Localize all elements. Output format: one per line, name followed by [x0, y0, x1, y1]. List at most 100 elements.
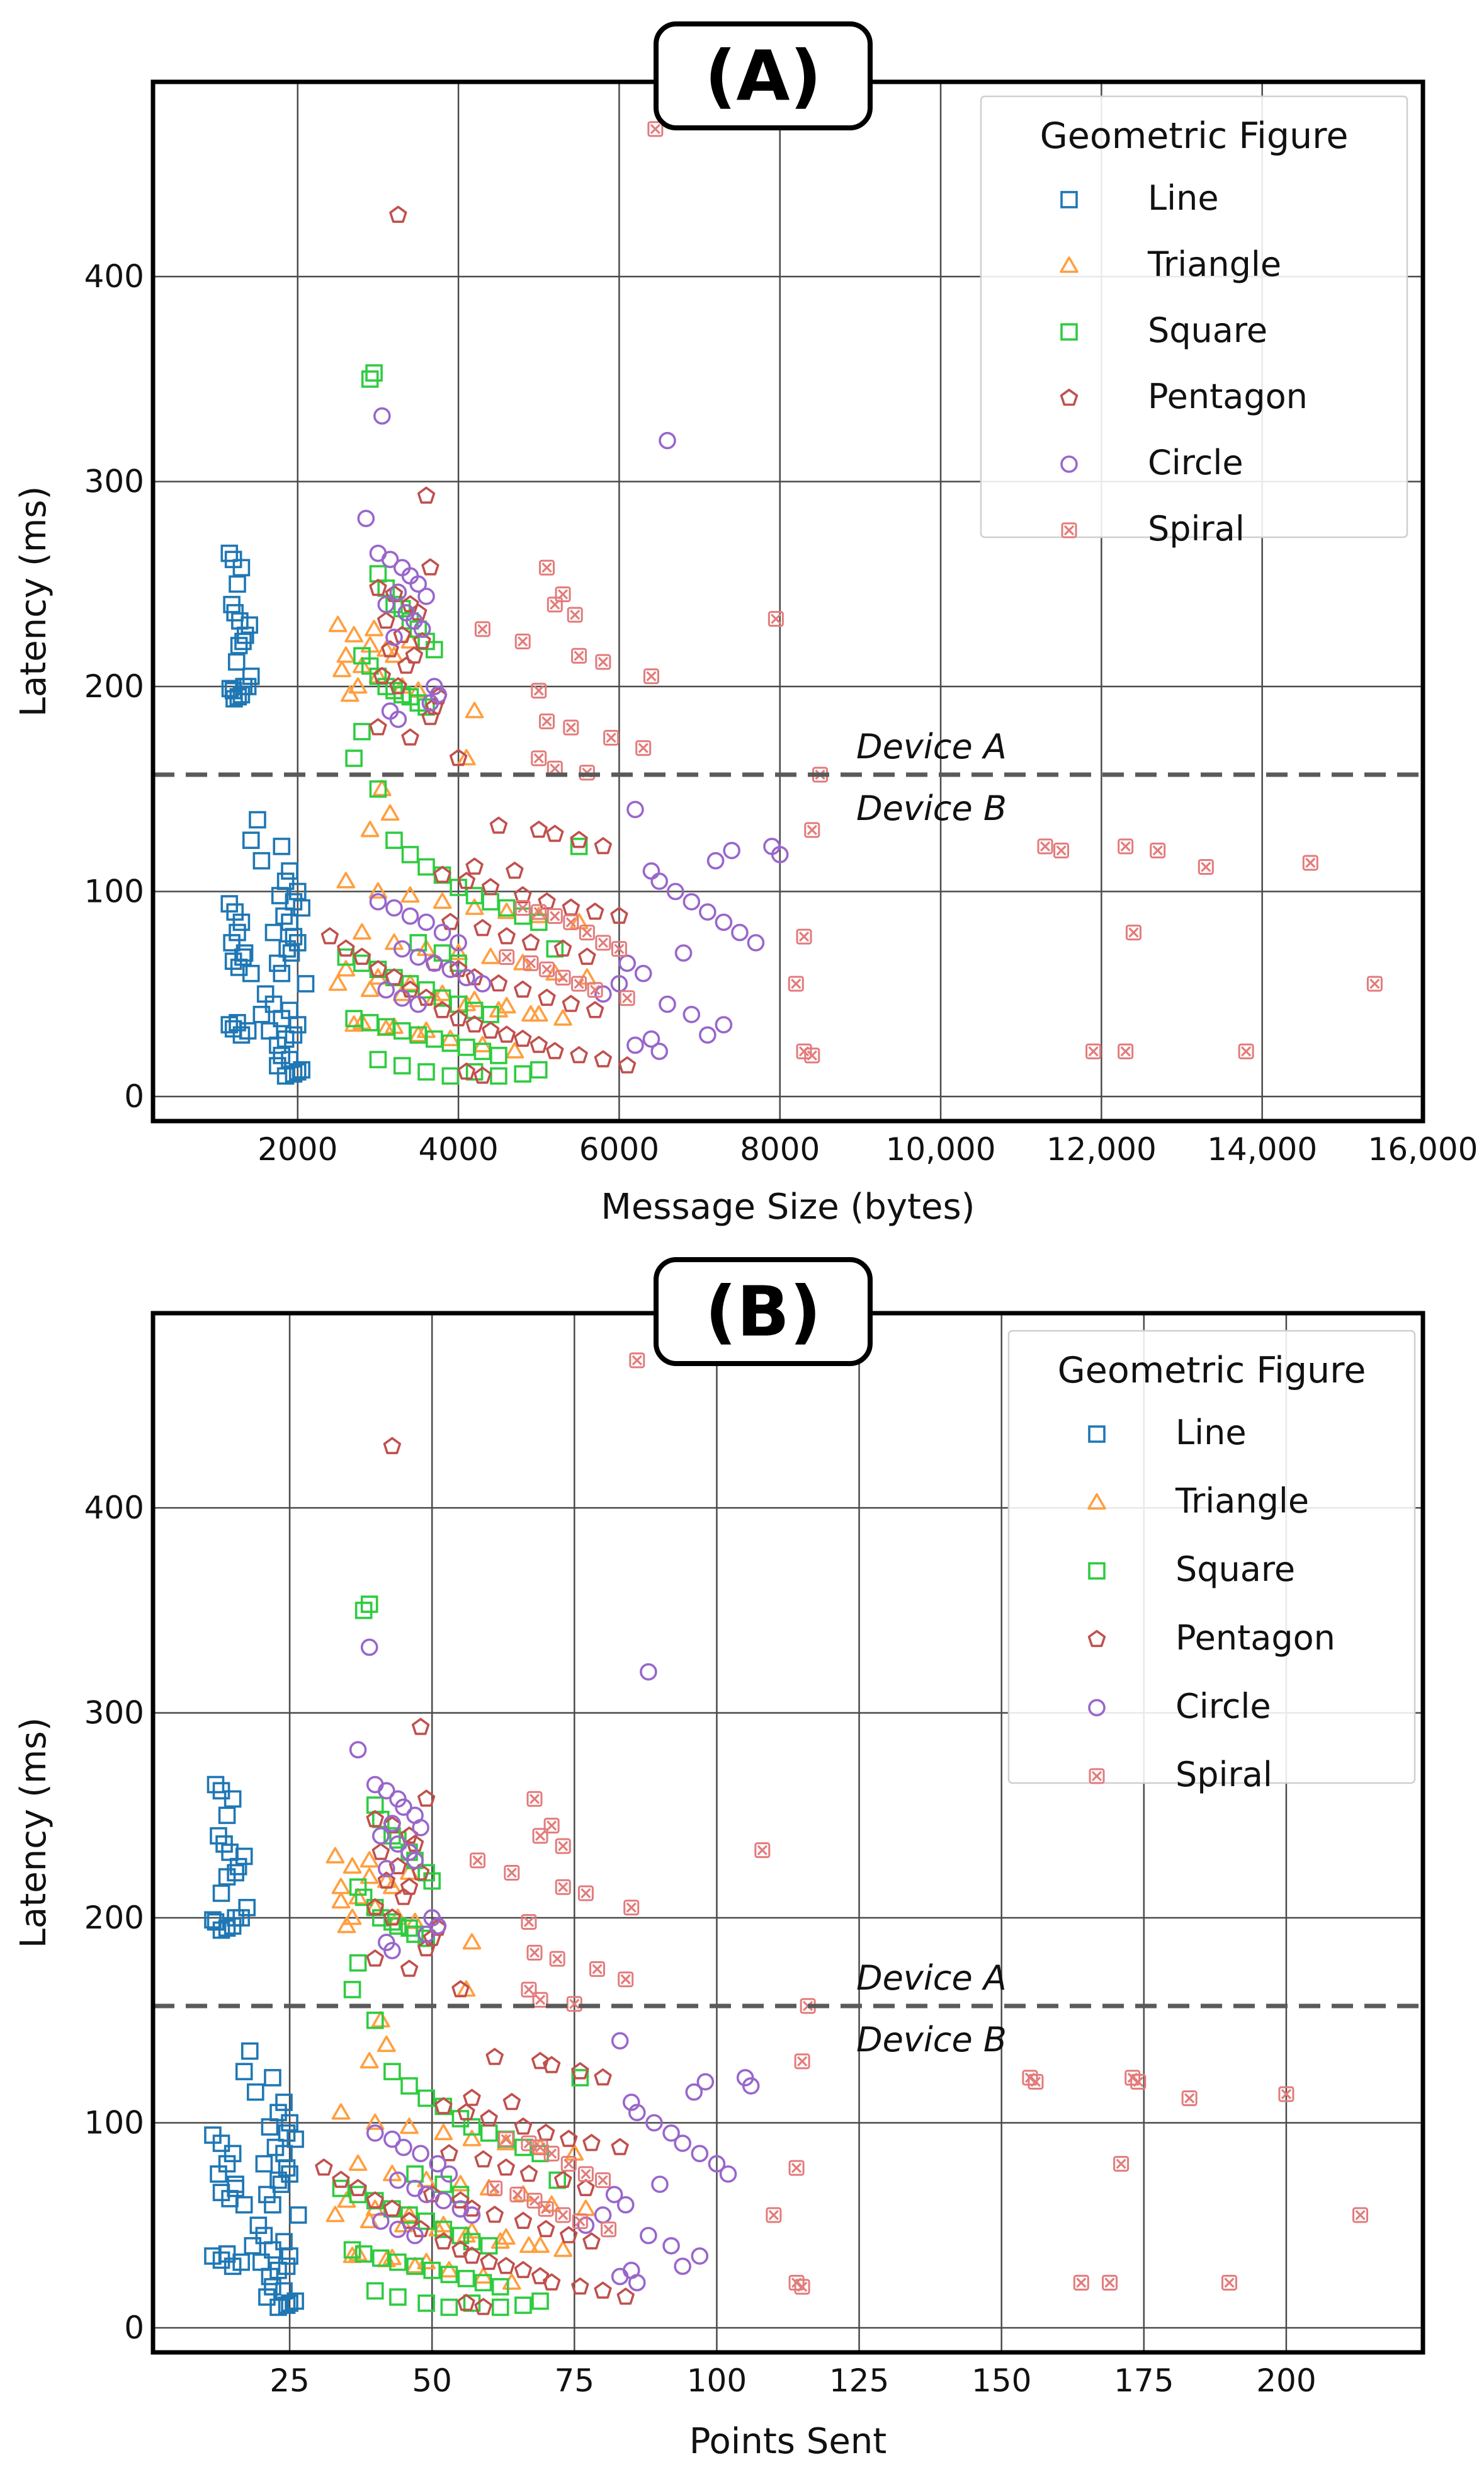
legend-label: Pentagon	[1148, 377, 1308, 416]
point-circle	[719, 2165, 737, 2183]
point-spiral	[532, 1828, 548, 1844]
legend-title: Geometric Figure	[1058, 1350, 1366, 1391]
point-spiral-cross	[570, 610, 581, 620]
y-tick-label: 100	[84, 874, 144, 910]
point-pentagon	[474, 2298, 492, 2315]
point-pentagon	[421, 558, 439, 576]
point-circle	[409, 995, 428, 1013]
point-spiral-cross	[523, 1984, 535, 1995]
point-square	[491, 2298, 509, 2316]
point-circle	[417, 588, 435, 605]
point-spiral-cross	[472, 1855, 483, 1866]
point-spiral	[1221, 2274, 1237, 2291]
point-line	[234, 632, 252, 651]
point-spiral-box	[498, 2131, 514, 2148]
point-circle	[413, 620, 431, 638]
point-triangle	[400, 886, 420, 903]
point-spiral	[470, 1852, 486, 1869]
point-spiral	[587, 982, 603, 998]
point-spiral	[521, 1981, 537, 1998]
point-spiral-box	[1085, 1043, 1102, 1059]
point-line	[223, 934, 241, 952]
point-triangle	[326, 1847, 345, 1864]
point-spiral-box	[474, 621, 490, 637]
point-square	[389, 2288, 407, 2306]
point-circle	[433, 923, 451, 942]
point-circle	[691, 2145, 709, 2163]
legend-label: Square	[1175, 1549, 1295, 1589]
x-tick-label: 16,000	[1368, 1131, 1478, 1168]
point-circle	[393, 989, 411, 1007]
point-spiral	[563, 719, 579, 736]
point-spiral-box	[1118, 838, 1134, 855]
point-spiral-box	[526, 1791, 543, 1807]
y-tick-label: 300	[84, 464, 144, 500]
point-spiral	[1238, 1043, 1254, 1059]
point-spiral-cross	[757, 1845, 767, 1855]
point-spiral-cross	[798, 931, 810, 942]
point-circle	[393, 940, 411, 958]
point-triangle	[385, 646, 404, 663]
point-triangle	[434, 2216, 453, 2233]
point-pentagon	[353, 947, 371, 965]
point-square	[385, 831, 403, 849]
point-spiral-box	[499, 949, 515, 966]
point-spiral-box	[595, 2172, 611, 2189]
point-line	[288, 882, 307, 901]
point-spiral-box	[549, 1951, 565, 1967]
point-line	[232, 559, 251, 577]
point-spiral-cross	[796, 2281, 808, 2292]
point-line	[252, 1005, 271, 1023]
point-pentagon	[411, 2219, 430, 2238]
point-pentagon	[506, 862, 524, 879]
point-pentagon	[474, 2150, 492, 2168]
point-spiral	[1181, 2090, 1198, 2106]
point-spiral-cross	[533, 906, 544, 918]
point-triangle	[360, 980, 380, 997]
point-spiral	[555, 2207, 571, 2223]
point-spiral-box	[595, 654, 611, 670]
point-line	[207, 1775, 225, 1794]
point-line	[227, 1909, 244, 1927]
point-triangle	[434, 2124, 453, 2141]
point-triangle	[348, 2154, 368, 2171]
point-pentagon	[385, 968, 404, 986]
point-square	[389, 2253, 407, 2271]
legend-item-triangle: Triangle	[1087, 1481, 1309, 1521]
point-spiral-cross	[547, 2148, 557, 2159]
series-pentagon	[315, 1437, 635, 2315]
point-circle	[429, 1917, 447, 1935]
y-tick-label: 200	[84, 1900, 144, 1936]
legend-marker-spiral-cross	[1063, 525, 1075, 536]
x-tick-label: 8000	[740, 1131, 820, 1168]
point-spiral-cross	[564, 2158, 574, 2169]
point-pentagon	[578, 947, 596, 965]
point-spiral-cross	[518, 636, 528, 647]
point-circle	[377, 981, 395, 999]
point-spiral-cross	[535, 1995, 546, 2005]
x-tick-label: 75	[555, 2362, 595, 2399]
point-spiral-box	[487, 2180, 503, 2197]
point-pentagon	[383, 1437, 402, 1454]
y-tick-labels: 0 100 200 300 400	[84, 1490, 144, 2346]
point-spiral	[514, 633, 531, 649]
point-spiral-cross	[791, 2162, 802, 2174]
panel-title: (B)	[654, 1257, 873, 1366]
point-spiral	[563, 914, 579, 930]
point-triangle	[360, 821, 380, 838]
point-spiral-box	[788, 2160, 805, 2176]
point-spiral-box	[1028, 2073, 1044, 2090]
point-square	[366, 2011, 384, 2029]
point-line	[281, 2114, 298, 2132]
point-spiral-cross	[603, 2224, 614, 2235]
point-pentagon	[546, 1042, 564, 1059]
point-pentagon	[594, 2068, 612, 2086]
point-spiral	[767, 611, 784, 627]
point-pentagon	[449, 749, 468, 766]
point-circle	[731, 923, 749, 942]
point-circle	[381, 550, 399, 569]
point-spiral-cross	[638, 743, 649, 753]
threshold: Device A Device B	[153, 1958, 1423, 2060]
point-spiral	[1102, 2274, 1118, 2291]
